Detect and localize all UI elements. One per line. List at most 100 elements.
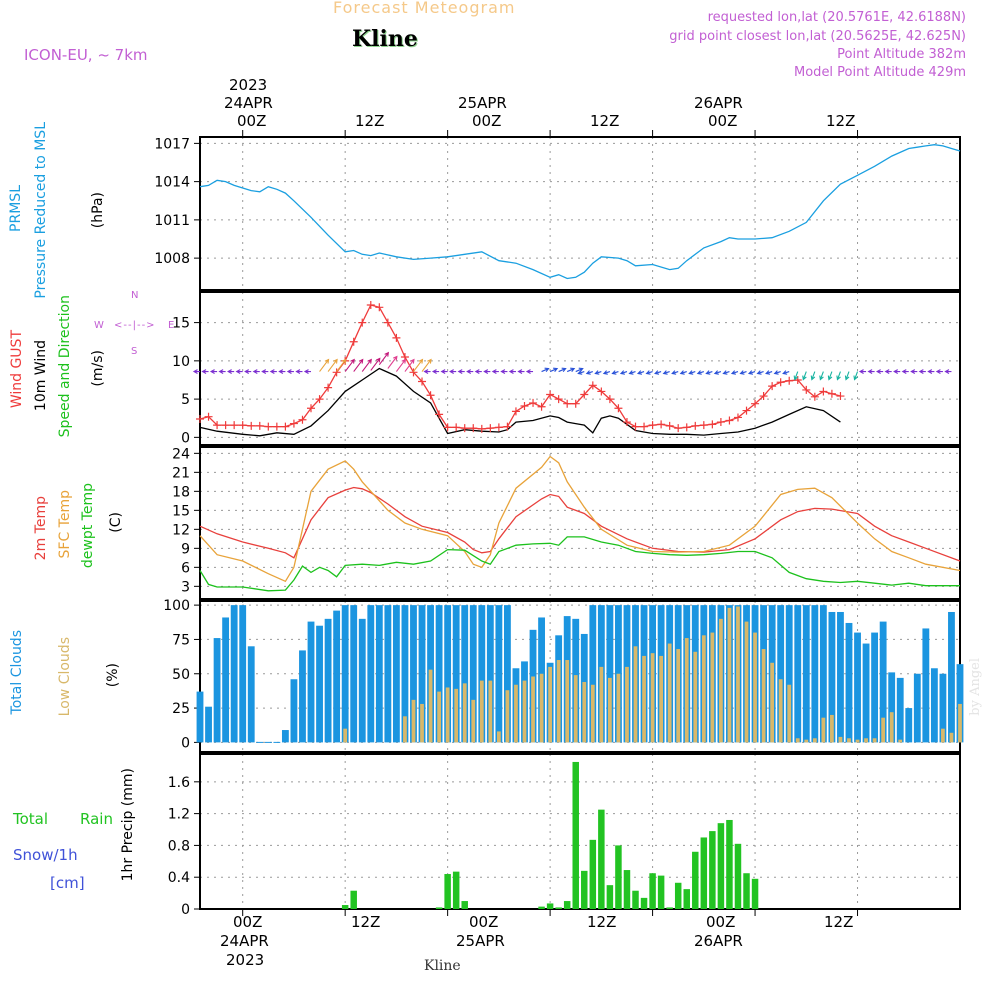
wind-direction-arrow-22	[387, 355, 398, 369]
wind-direction-arrow-19	[361, 358, 372, 372]
low-cloud-bar-0	[343, 728, 348, 743]
gust-marker-20	[366, 301, 375, 310]
gust-marker-13	[307, 404, 316, 413]
gust-marker-1	[204, 412, 213, 421]
wind-ytick-label-3: 15	[172, 316, 190, 332]
wind-direction-arrow-1	[201, 369, 209, 374]
total-cloud-bar-89	[956, 664, 964, 743]
total-cloud-bar-84	[913, 673, 921, 743]
total-cloud-bar-80	[879, 621, 887, 743]
low-cloud-bar-38	[719, 618, 723, 743]
total-cloud-bar-1	[205, 706, 212, 743]
total-cloud-bar-26	[418, 605, 426, 743]
location-name: Kline	[352, 26, 418, 52]
wind-direction-arrow-12	[295, 369, 303, 374]
low-cloud-bar-59	[898, 739, 903, 743]
wind-10m-line	[199, 367, 841, 437]
model-label: ICON-EU, ~ 7km	[24, 46, 148, 64]
wind-direction-arrow-20	[370, 357, 381, 371]
gust-marker-46	[588, 381, 597, 390]
gust-marker-10	[281, 422, 290, 431]
rain-bar-7	[546, 903, 554, 909]
total-cloud-bar-29	[444, 605, 452, 743]
low-cloud-bar-25	[608, 677, 612, 743]
gust-marker-26	[418, 377, 427, 386]
rain-bar-25	[700, 837, 708, 909]
total-cloud-bar-81	[888, 672, 896, 743]
rain-bar-11	[581, 870, 588, 909]
rain-bar-10	[572, 761, 579, 909]
top-tick-0: 00Z	[237, 112, 267, 130]
wind-direction-arrow-61	[713, 370, 722, 375]
gust-marker-59	[699, 421, 708, 430]
gust-marker-7	[255, 421, 264, 430]
wind-direction-arrow-64	[739, 370, 747, 375]
rain-bar-15	[615, 845, 622, 909]
gust-marker-6	[247, 421, 256, 430]
rain-bar-23	[683, 889, 690, 909]
wind-direction-arrow-18	[353, 358, 364, 372]
total-cloud-bar-11	[290, 679, 298, 743]
top-tick-3: 12Z	[590, 112, 620, 130]
gust-marker-41	[546, 390, 555, 399]
low-cloud-bar-57	[881, 717, 886, 743]
wind-direction-arrow-68	[773, 370, 781, 375]
total-cloud-bar-48	[606, 605, 614, 743]
low-cloud-bar-3	[420, 703, 424, 743]
gust-marker-25	[409, 368, 418, 377]
total-cloud-bar-6	[247, 646, 255, 743]
gust-marker-39	[529, 398, 538, 407]
bottom-tick-3: 12Z	[587, 913, 617, 931]
total-cloud-bar-3	[222, 617, 230, 743]
wind-direction-arrow-49	[611, 370, 619, 375]
low-cloud-bar-48	[804, 739, 809, 743]
wind-direction-arrow-41	[549, 367, 559, 373]
wind-direction-arrow-54	[654, 370, 662, 375]
wind-direction-arrow-81	[884, 369, 892, 374]
rain-bar-3	[444, 874, 451, 909]
total-cloud-bar-83	[905, 708, 913, 743]
x-axis-label: Kline	[424, 958, 461, 974]
rain-bar-2	[435, 907, 443, 909]
clouds-ytick-label-4: 100	[163, 598, 190, 614]
precip-label-snow: Snow/1h	[13, 846, 78, 864]
top-year: 2023	[229, 76, 268, 94]
low-cloud-bar-4	[428, 669, 433, 743]
total-cloud-bar-14	[316, 625, 323, 743]
wind-direction-arrow-6	[244, 369, 252, 374]
pressure-ytick-label-2: 1014	[154, 175, 190, 191]
gust-marker-47	[597, 387, 606, 396]
gust-marker-36	[503, 422, 512, 431]
wind-direction-arrow-33	[474, 369, 482, 374]
wind-direction-arrow-69	[782, 370, 790, 375]
wind-direction-arrow-42	[558, 367, 567, 373]
top-date-24apr: 24APR	[224, 94, 273, 112]
wind-direction-arrow-38	[517, 369, 525, 374]
gust-marker-66	[759, 392, 768, 401]
total-cloud-bar-36	[504, 605, 511, 743]
wind-ytick-label-0: 0	[181, 430, 190, 446]
precip-ytick-label-3: 1.2	[168, 807, 190, 823]
pressure-ytick-label-1: 1011	[154, 213, 190, 229]
low-cloud-bar-42	[753, 632, 757, 743]
low-cloud-bar-5	[437, 691, 441, 743]
low-cloud-bar-2	[411, 699, 416, 743]
gust-marker-51	[631, 422, 640, 431]
gust-marker-4	[230, 421, 239, 430]
low-cloud-bar-30	[650, 653, 655, 743]
rain-bar-26	[709, 831, 716, 909]
clouds-ytick-label-1: 25	[172, 701, 190, 717]
gust-marker-57	[682, 423, 691, 432]
rain-bar-31	[751, 878, 759, 909]
rain-bar-12	[589, 839, 597, 909]
wind-direction-arrow-0	[192, 369, 200, 374]
wind-direction-arrow-75	[836, 371, 841, 381]
low-cloud-bar-15	[522, 680, 527, 743]
rain-bar-9	[563, 901, 571, 909]
total-cloud-bar-10	[281, 730, 289, 743]
wind-direction-arrow-72	[810, 371, 816, 381]
point-altitude: Point Altitude 382m	[837, 47, 966, 62]
gust-marker-54	[657, 420, 666, 429]
wind-direction-arrow-25	[413, 358, 424, 372]
